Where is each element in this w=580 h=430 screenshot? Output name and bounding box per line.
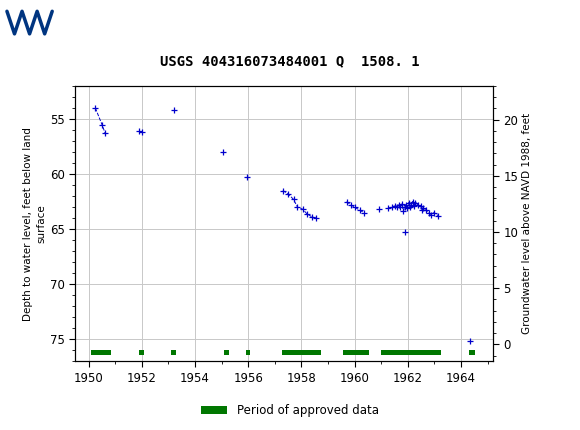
Legend: Period of approved data: Period of approved data [197, 399, 383, 422]
Y-axis label: Depth to water level, feet below land
surface: Depth to water level, feet below land su… [23, 127, 46, 320]
Text: USGS 404316073484001 Q  1508. 1: USGS 404316073484001 Q 1508. 1 [160, 54, 420, 68]
Y-axis label: Groundwater level above NAVD 1988, feet: Groundwater level above NAVD 1988, feet [523, 113, 532, 334]
Text: USGS: USGS [65, 15, 112, 30]
Bar [5, 4, 57, 41]
